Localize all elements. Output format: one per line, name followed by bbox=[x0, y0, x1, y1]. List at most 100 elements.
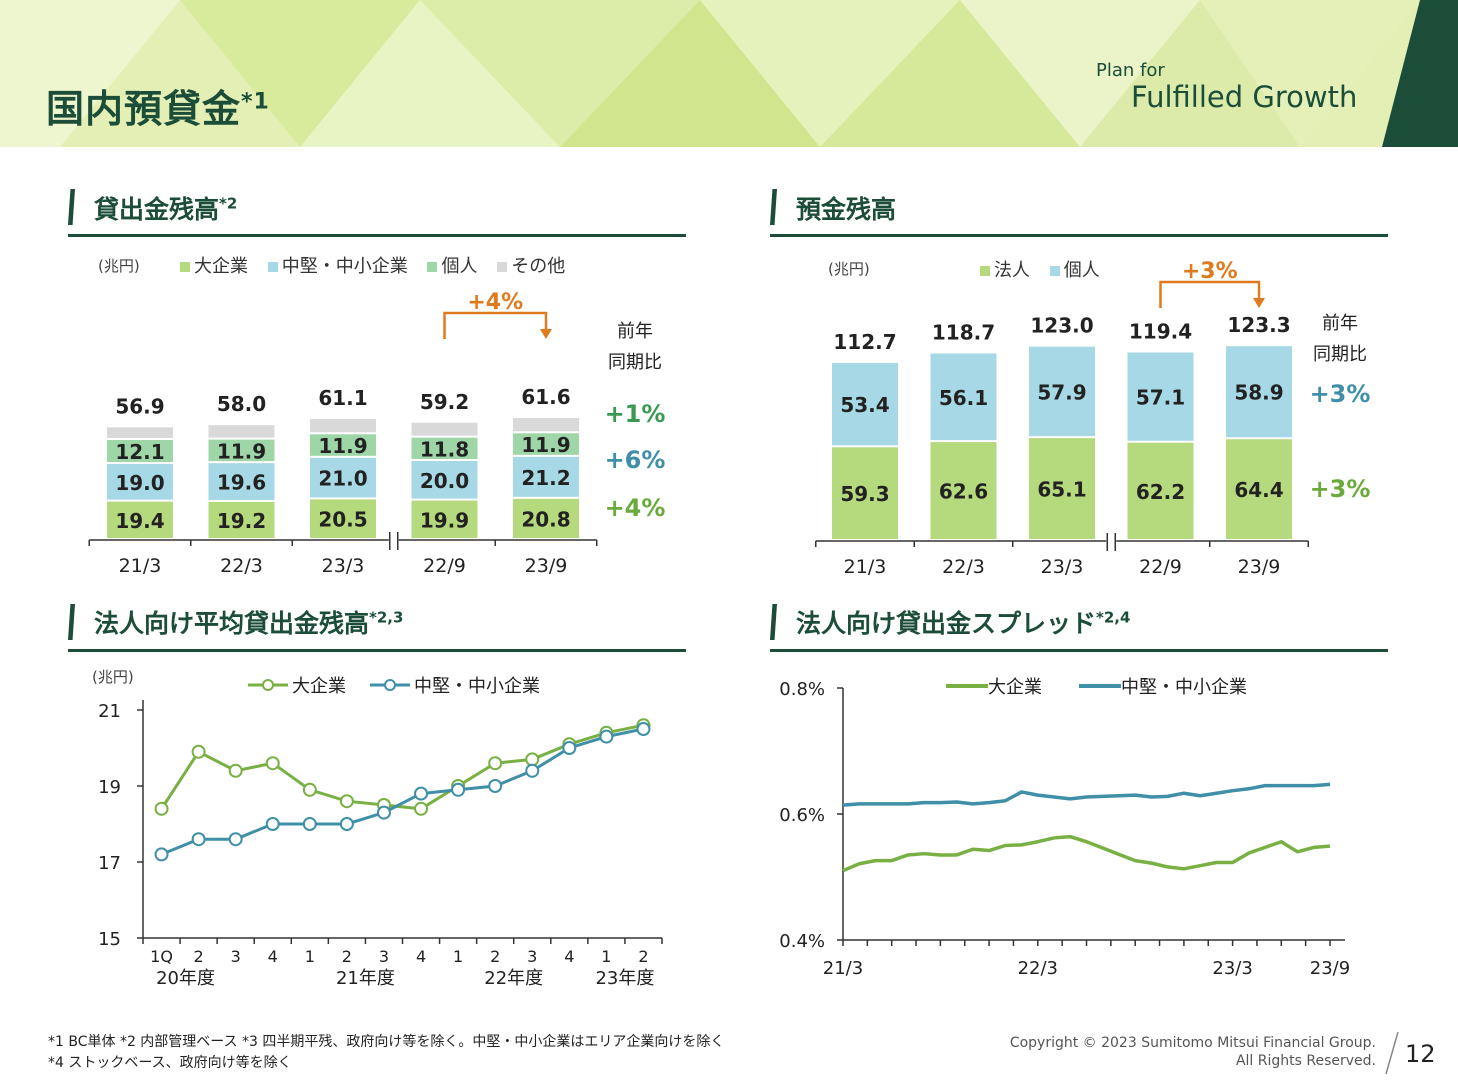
data-label: 20.8 bbox=[521, 507, 570, 531]
bar-segment bbox=[1226, 439, 1292, 539]
yoy-value: +3% bbox=[1310, 475, 1371, 503]
x-tick-label: 3 bbox=[379, 947, 389, 966]
data-label: 11.8 bbox=[420, 437, 469, 461]
header-background bbox=[0, 0, 1458, 147]
total-label: 119.4 bbox=[1129, 320, 1192, 344]
deposits-legend: 法人 個人 bbox=[980, 256, 1114, 282]
total-label: 59.2 bbox=[420, 390, 469, 414]
logo-text-top: Plan for bbox=[1096, 60, 1165, 81]
copyright-line-2: All Rights Reserved. bbox=[1235, 1053, 1376, 1069]
bar-segment bbox=[208, 439, 275, 462]
data-label: 19.0 bbox=[115, 471, 164, 495]
deposits-unit: (兆円) bbox=[828, 260, 870, 278]
bar-segment bbox=[208, 501, 275, 538]
x-tick-label: 23/3 bbox=[1041, 556, 1084, 578]
total-label: 61.6 bbox=[521, 385, 570, 409]
data-point bbox=[525, 752, 540, 767]
bar-segment bbox=[107, 427, 173, 439]
x-tick-label: 1Q bbox=[150, 947, 173, 966]
x-tick-label: 21/3 bbox=[119, 555, 162, 577]
section-marker bbox=[770, 189, 777, 225]
data-label: 19.6 bbox=[217, 471, 266, 495]
x-tick-label: 22/9 bbox=[423, 555, 466, 577]
bar-segment bbox=[208, 425, 275, 438]
bar-segment bbox=[411, 460, 478, 499]
data-label: 21.0 bbox=[318, 467, 367, 491]
section-marker bbox=[68, 604, 75, 640]
x-tick-label: 2 bbox=[638, 947, 648, 966]
page-divider bbox=[1385, 1031, 1399, 1075]
bar-segment bbox=[310, 434, 376, 456]
avg-loans-chart: (兆円) 15 17 19 21 1Q 2 3 4 1 2 3 4 1 2 3 4 1 2 20年度 21年度 22年度 2… bbox=[92, 668, 663, 989]
yoy-value: +3% bbox=[1310, 380, 1371, 408]
y-tick-label: 0.8% bbox=[779, 679, 825, 700]
series-line bbox=[842, 782, 1331, 807]
data-label: 65.1 bbox=[1037, 478, 1086, 502]
section-rule bbox=[770, 234, 1388, 237]
x-tick-label: 3 bbox=[527, 947, 537, 966]
bar-segment bbox=[1127, 442, 1194, 539]
x-tick-label: 23/3 bbox=[1212, 958, 1252, 979]
x-tick-label: 4 bbox=[268, 947, 278, 966]
x-tick-label: 3 bbox=[231, 947, 241, 966]
x-tick-label: 22/3 bbox=[220, 555, 263, 577]
section-rule bbox=[770, 649, 1388, 652]
x-tick-label: 2 bbox=[490, 947, 500, 966]
x-tick-label: 4 bbox=[564, 947, 574, 966]
bar-segment bbox=[1029, 346, 1095, 437]
x-tick-label: 21/3 bbox=[823, 958, 863, 979]
data-label: 53.4 bbox=[840, 393, 889, 417]
yoy-value: +1% bbox=[605, 400, 666, 428]
data-point bbox=[191, 832, 206, 847]
bar-segment bbox=[930, 442, 997, 539]
bar-segment bbox=[832, 447, 898, 539]
y-tick-label: 0.6% bbox=[779, 805, 825, 826]
axis-break bbox=[388, 532, 399, 550]
legend-item: 大企業 bbox=[180, 256, 248, 277]
series-line bbox=[842, 834, 1331, 873]
section-title-deposits: 預金残高 bbox=[796, 195, 897, 224]
yoy-value: +4% bbox=[605, 494, 666, 522]
logo-text-main: Fulfilled Growth bbox=[1131, 80, 1358, 114]
bar-segment bbox=[208, 463, 275, 500]
change-label: +4% bbox=[467, 290, 523, 315]
bar-segment bbox=[1127, 352, 1194, 441]
x-tick-label: 1 bbox=[305, 947, 315, 966]
data-point bbox=[636, 722, 651, 736]
bar-segment bbox=[310, 499, 376, 538]
data-label: 56.1 bbox=[939, 386, 988, 410]
x-tick-label: 22/3 bbox=[942, 556, 985, 578]
bar-segment bbox=[107, 440, 173, 462]
data-point bbox=[191, 744, 206, 759]
data-point bbox=[376, 805, 391, 820]
total-label: 56.9 bbox=[115, 394, 164, 418]
data-point bbox=[414, 801, 429, 816]
loans-unit: (兆円) bbox=[98, 257, 140, 275]
legend-item: 法人 bbox=[980, 260, 1030, 281]
bar-segment bbox=[107, 463, 173, 500]
x-tick-label: 4 bbox=[416, 947, 426, 966]
spread-chart: 0.4% 0.6% 0.8% 21/3 22/3 23/3 23/9 大企業 中堅・中小企業 bbox=[779, 677, 1350, 979]
data-point bbox=[302, 817, 317, 831]
yoy-header: 前年 bbox=[617, 321, 653, 342]
bar-segment bbox=[310, 457, 376, 498]
footnote-1: *1 BC単体 *2 内部管理ベース *3 四半期平残、政府向け等を除く。中堅・… bbox=[48, 1034, 725, 1050]
data-point bbox=[228, 832, 243, 847]
section-rule bbox=[68, 234, 686, 237]
bar-segment bbox=[411, 422, 478, 436]
legend-label: 中堅・中小企業 bbox=[414, 676, 540, 697]
data-point bbox=[228, 763, 243, 778]
bar-segment bbox=[513, 433, 579, 455]
footnote-2: *4 ストックベース、政府向け等を除く bbox=[48, 1055, 292, 1071]
x-group-label: 22年度 bbox=[484, 968, 543, 989]
legend-item: 個人 bbox=[1049, 260, 1100, 281]
x-group-label: 23年度 bbox=[595, 968, 654, 989]
x-tick-label: 1 bbox=[601, 947, 611, 966]
yoy-header: 前年 bbox=[1322, 313, 1358, 334]
y-tick-label: 19 bbox=[98, 777, 121, 798]
data-point bbox=[599, 729, 614, 744]
copyright-line-1: Copyright © 2023 Sumitomo Mitsui Financi… bbox=[1009, 1035, 1376, 1051]
y-axis-unit: (兆円) bbox=[92, 668, 134, 686]
data-point bbox=[488, 756, 503, 771]
axis-break bbox=[1106, 533, 1117, 551]
